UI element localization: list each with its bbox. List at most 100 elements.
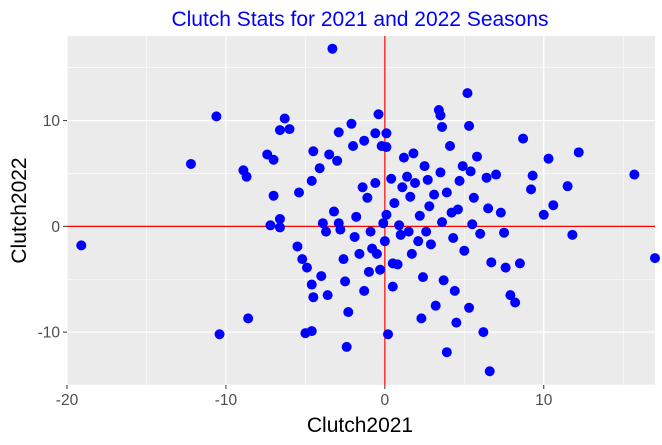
data-point [501, 263, 511, 273]
data-point [381, 128, 391, 138]
data-point [383, 329, 393, 339]
data-point [515, 258, 525, 268]
data-point [362, 193, 372, 203]
data-point [483, 203, 493, 213]
y-axis-title: Clutch2022 [8, 157, 31, 263]
data-point [478, 327, 488, 337]
data-point [539, 210, 549, 220]
data-point [359, 136, 369, 146]
data-point [416, 313, 426, 323]
data-point [548, 200, 558, 210]
data-point [76, 240, 86, 250]
data-point [410, 178, 420, 188]
x-tick-label: 10 [535, 392, 553, 409]
data-point [464, 121, 474, 131]
data-point [405, 192, 415, 202]
data-point [265, 220, 275, 230]
data-point [396, 230, 406, 240]
data-point [329, 207, 339, 217]
data-point [215, 329, 225, 339]
data-point [316, 271, 326, 281]
data-point [332, 156, 342, 166]
data-point [284, 124, 294, 134]
data-point [415, 211, 425, 221]
data-point [186, 159, 196, 169]
y-tick-label: 10 [43, 113, 61, 130]
x-tick-label: 0 [381, 392, 390, 409]
data-point [482, 173, 492, 183]
data-point [451, 318, 461, 328]
data-point [269, 191, 279, 201]
data-point [567, 230, 577, 240]
data-point [448, 233, 458, 243]
data-point [359, 286, 369, 296]
data-point [442, 347, 452, 357]
data-point [496, 208, 506, 218]
data-point [563, 181, 573, 191]
data-point [408, 148, 418, 158]
data-point [499, 228, 509, 238]
data-point [435, 110, 445, 120]
data-point [348, 141, 358, 151]
data-point [469, 193, 479, 203]
y-tick-label: 0 [51, 219, 60, 236]
data-point [375, 265, 385, 275]
data-point [324, 149, 334, 159]
data-point [418, 272, 428, 282]
data-point [350, 232, 360, 242]
data-point [339, 254, 349, 264]
data-point [424, 201, 434, 211]
data-point [351, 212, 361, 222]
data-point [346, 119, 356, 129]
data-point [364, 267, 374, 277]
data-point [526, 184, 536, 194]
data-point [445, 141, 455, 151]
data-point [292, 241, 302, 251]
data-point [423, 175, 433, 185]
data-point [372, 249, 382, 259]
data-point [315, 163, 325, 173]
data-point [455, 176, 465, 186]
data-point [462, 88, 472, 98]
data-point [307, 326, 317, 336]
data-point [280, 113, 290, 123]
data-point [426, 239, 436, 249]
data-point [366, 227, 376, 237]
data-point [466, 166, 476, 176]
data-point [294, 188, 304, 198]
data-point [275, 222, 285, 232]
chart-title: Clutch Stats for 2021 and 2022 Seasons [171, 8, 548, 31]
x-tick-label: -20 [56, 392, 79, 409]
data-point [402, 172, 412, 182]
data-point [485, 366, 495, 376]
data-point [518, 134, 528, 144]
data-point [378, 218, 388, 228]
data-point [307, 176, 317, 186]
data-point [393, 259, 403, 269]
data-point [308, 146, 318, 156]
data-point [475, 229, 485, 239]
data-point [269, 155, 279, 165]
data-point [354, 249, 364, 259]
data-point [389, 198, 399, 208]
data-point [275, 125, 285, 135]
data-point [370, 178, 380, 188]
data-point [486, 257, 496, 267]
data-point [321, 227, 331, 237]
data-point [528, 171, 538, 181]
data-point [629, 170, 639, 180]
data-point [334, 127, 344, 137]
data-point [397, 182, 407, 192]
data-point [243, 313, 253, 323]
data-point [437, 122, 447, 132]
data-point [467, 219, 477, 229]
data-point [343, 307, 353, 317]
data-point [399, 153, 409, 163]
data-point [464, 303, 474, 313]
data-point [650, 253, 660, 263]
data-point [407, 249, 417, 259]
data-point [297, 254, 307, 264]
data-point [307, 280, 317, 290]
data-point [323, 290, 333, 300]
